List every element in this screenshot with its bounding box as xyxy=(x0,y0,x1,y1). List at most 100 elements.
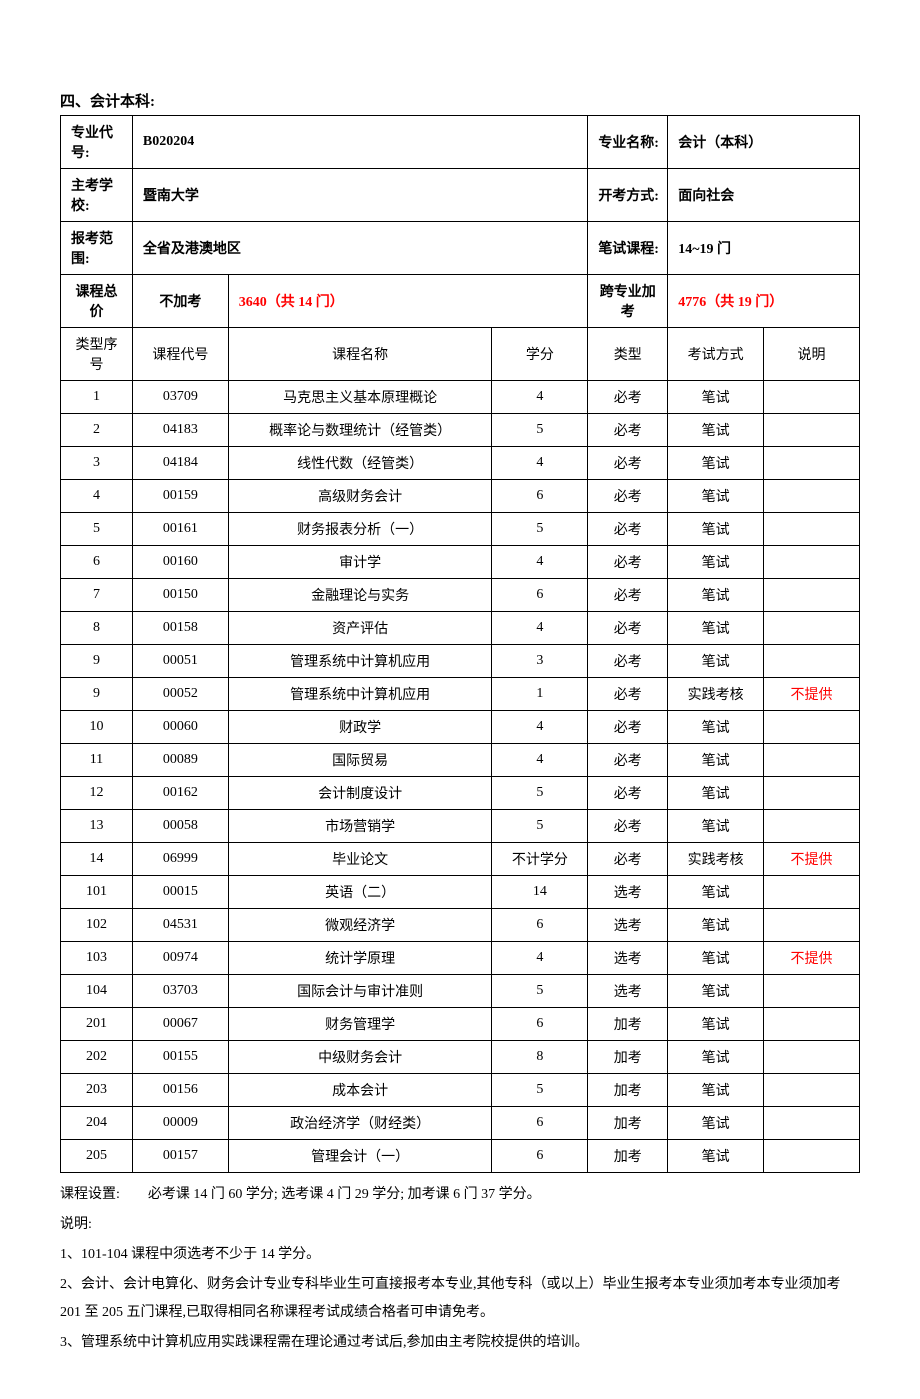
cell-note xyxy=(764,1008,860,1041)
table-row: 900051管理系统中计算机应用3必考笔试 xyxy=(61,645,860,678)
cell-note xyxy=(764,1140,860,1173)
cell-note xyxy=(764,975,860,1008)
cell-seq: 201 xyxy=(61,1008,133,1041)
col-note: 说明 xyxy=(764,328,860,381)
cell-note xyxy=(764,546,860,579)
cell-method: 实践考核 xyxy=(668,843,764,876)
table-row: 700150金融理论与实务6必考笔试 xyxy=(61,579,860,612)
cell-note: 不提供 xyxy=(764,942,860,975)
cell-name: 概率论与数理统计（经管类） xyxy=(228,414,492,447)
major-code-value: B020204 xyxy=(132,116,587,169)
cell-code: 00060 xyxy=(132,711,228,744)
col-seq: 类型序号 xyxy=(61,328,133,381)
cell-code: 00158 xyxy=(132,612,228,645)
cell-note xyxy=(764,1074,860,1107)
col-name: 课程名称 xyxy=(228,328,492,381)
major-name-label: 专业名称: xyxy=(588,116,668,169)
cell-name: 线性代数（经管类） xyxy=(228,447,492,480)
cell-note xyxy=(764,876,860,909)
cell-type: 必考 xyxy=(588,843,668,876)
cell-seq: 204 xyxy=(61,1107,133,1140)
cell-name: 中级财务会计 xyxy=(228,1041,492,1074)
cell-note: 不提供 xyxy=(764,843,860,876)
table-row: 204183概率论与数理统计（经管类）5必考笔试 xyxy=(61,414,860,447)
cell-method: 笔试 xyxy=(668,942,764,975)
cell-seq: 9 xyxy=(61,678,133,711)
cell-name: 毕业论文 xyxy=(228,843,492,876)
cell-seq: 202 xyxy=(61,1041,133,1074)
table-row: 800158资产评估4必考笔试 xyxy=(61,612,860,645)
cell-method: 笔试 xyxy=(668,1140,764,1173)
cell-credit: 6 xyxy=(492,909,588,942)
cell-code: 00161 xyxy=(132,513,228,546)
cell-note: 不提供 xyxy=(764,678,860,711)
cell-name: 资产评估 xyxy=(228,612,492,645)
cell-seq: 13 xyxy=(61,810,133,843)
cell-note xyxy=(764,810,860,843)
cell-method: 笔试 xyxy=(668,414,764,447)
cell-seq: 3 xyxy=(61,447,133,480)
cell-note xyxy=(764,579,860,612)
exam-mode-label: 开考方式: xyxy=(588,169,668,222)
cell-code: 06999 xyxy=(132,843,228,876)
cell-method: 笔试 xyxy=(668,711,764,744)
cell-seq: 11 xyxy=(61,744,133,777)
note-curriculum: 课程设置: 必考课 14 门 60 学分; 选考课 4 门 29 学分; 加考课… xyxy=(60,1181,860,1209)
cell-name: 金融理论与实务 xyxy=(228,579,492,612)
scope-value: 全省及港澳地区 xyxy=(132,222,587,275)
table-row: 20100067财务管理学6加考笔试 xyxy=(61,1008,860,1041)
cell-method: 笔试 xyxy=(668,876,764,909)
note-1: 1、101-104 课程中须选考不少于 14 学分。 xyxy=(60,1241,860,1269)
cell-seq: 101 xyxy=(61,876,133,909)
cell-credit: 8 xyxy=(492,1041,588,1074)
cell-code: 00067 xyxy=(132,1008,228,1041)
cell-code: 03709 xyxy=(132,381,228,414)
cell-method: 笔试 xyxy=(668,1074,764,1107)
table-row: 1000060财政学4必考笔试 xyxy=(61,711,860,744)
cell-type: 必考 xyxy=(588,513,668,546)
cell-name: 政治经济学（财经类） xyxy=(228,1107,492,1140)
cell-credit: 6 xyxy=(492,1140,588,1173)
cell-seq: 205 xyxy=(61,1140,133,1173)
cell-method: 笔试 xyxy=(668,1107,764,1140)
header-row-2: 主考学校: 暨南大学 开考方式: 面向社会 xyxy=(61,169,860,222)
cell-credit: 4 xyxy=(492,612,588,645)
cell-name: 成本会计 xyxy=(228,1074,492,1107)
cell-method: 笔试 xyxy=(668,612,764,645)
cell-credit: 5 xyxy=(492,414,588,447)
cell-note xyxy=(764,909,860,942)
cell-seq: 103 xyxy=(61,942,133,975)
table-row: 10403703国际会计与审计准则5选考笔试 xyxy=(61,975,860,1008)
cell-method: 笔试 xyxy=(668,513,764,546)
cell-note xyxy=(764,744,860,777)
cell-name: 管理系统中计算机应用 xyxy=(228,678,492,711)
cell-code: 00156 xyxy=(132,1074,228,1107)
cell-note xyxy=(764,447,860,480)
cell-code: 03703 xyxy=(132,975,228,1008)
cell-type: 选考 xyxy=(588,942,668,975)
written-courses-value: 14~19 门 xyxy=(668,222,860,275)
cell-method: 笔试 xyxy=(668,975,764,1008)
cell-note xyxy=(764,480,860,513)
table-row: 103709马克思主义基本原理概论4必考笔试 xyxy=(61,381,860,414)
cell-seq: 2 xyxy=(61,414,133,447)
cell-method: 笔试 xyxy=(668,777,764,810)
cell-name: 财政学 xyxy=(228,711,492,744)
cell-credit: 不计学分 xyxy=(492,843,588,876)
cell-type: 加考 xyxy=(588,1041,668,1074)
cell-name: 会计制度设计 xyxy=(228,777,492,810)
exam-mode-value: 面向社会 xyxy=(668,169,860,222)
cell-note xyxy=(764,1041,860,1074)
cell-credit: 5 xyxy=(492,810,588,843)
cell-credit: 14 xyxy=(492,876,588,909)
cell-type: 必考 xyxy=(588,711,668,744)
cell-seq: 12 xyxy=(61,777,133,810)
cell-code: 00089 xyxy=(132,744,228,777)
cell-method: 笔试 xyxy=(668,381,764,414)
note-explain: 说明: xyxy=(60,1211,860,1239)
cell-seq: 8 xyxy=(61,612,133,645)
cell-method: 笔试 xyxy=(668,909,764,942)
col-credit: 学分 xyxy=(492,328,588,381)
cell-seq: 5 xyxy=(61,513,133,546)
cell-credit: 3 xyxy=(492,645,588,678)
